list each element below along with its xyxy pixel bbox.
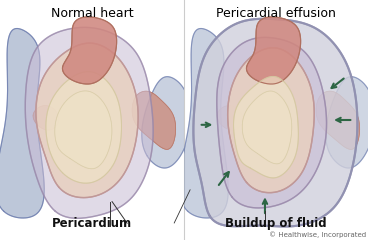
Polygon shape: [36, 43, 138, 198]
Polygon shape: [193, 19, 357, 227]
Polygon shape: [217, 106, 243, 130]
Polygon shape: [132, 91, 176, 150]
Polygon shape: [228, 48, 314, 193]
Polygon shape: [46, 72, 121, 183]
Polygon shape: [142, 77, 191, 168]
Polygon shape: [326, 77, 368, 168]
Polygon shape: [0, 29, 44, 218]
Polygon shape: [33, 106, 59, 130]
Text: © Healthwise, Incorporated: © Healthwise, Incorporated: [269, 231, 366, 238]
Polygon shape: [234, 76, 298, 178]
Polygon shape: [247, 17, 301, 84]
Polygon shape: [63, 17, 117, 84]
Text: Buildup of fluid: Buildup of fluid: [225, 217, 327, 230]
Polygon shape: [217, 37, 326, 208]
Polygon shape: [316, 91, 360, 150]
Polygon shape: [55, 91, 112, 169]
Text: Normal heart: Normal heart: [51, 7, 133, 20]
Polygon shape: [25, 27, 153, 218]
Text: Pericardium: Pericardium: [52, 217, 132, 230]
Text: Pericardial effusion: Pericardial effusion: [216, 7, 336, 20]
Polygon shape: [242, 91, 292, 164]
Polygon shape: [180, 29, 228, 218]
